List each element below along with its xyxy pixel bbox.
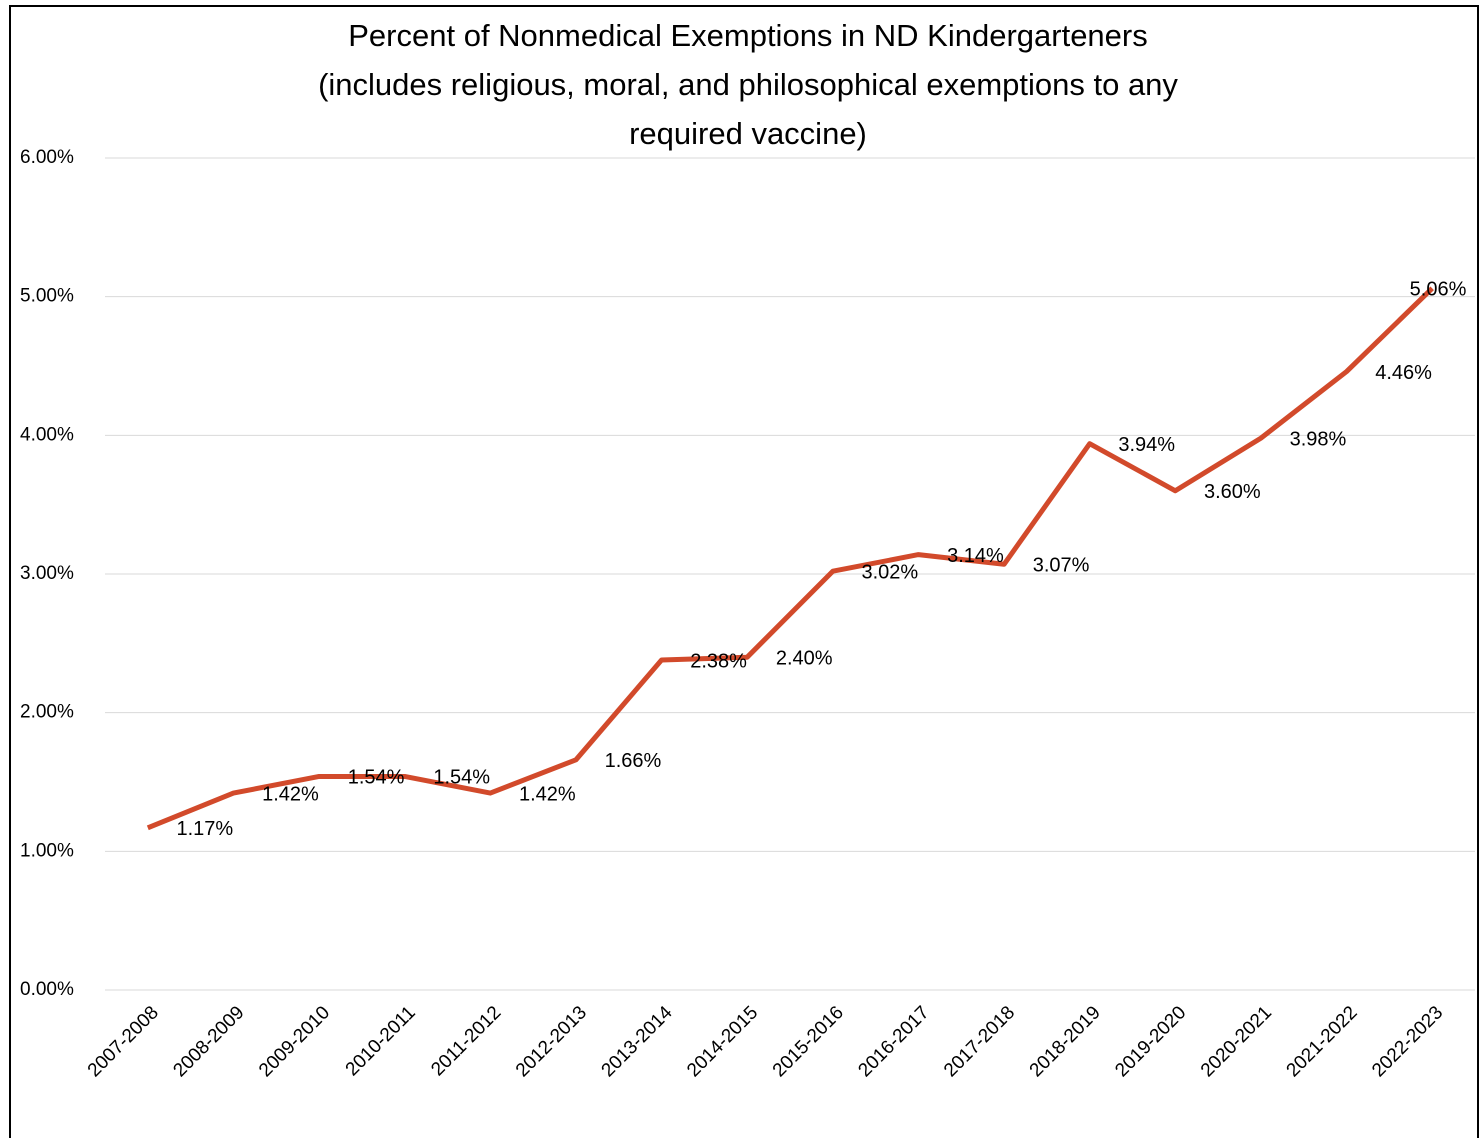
data-label: 3.02% (861, 562, 918, 584)
y-tick-label: 1.00% (20, 840, 74, 861)
series-line (146, 286, 1434, 831)
x-tick-label: 2008-2009 (169, 1002, 248, 1081)
title-line: (includes religious, moral, and philosop… (318, 67, 1178, 102)
data-label: 1.42% (262, 783, 319, 805)
x-tick-label: 2016-2017 (854, 1002, 933, 1081)
title-line: Percent of Nonmedical Exemptions in ND K… (348, 18, 1148, 53)
x-tick-label: 2015-2016 (769, 1002, 848, 1081)
data-label: 3.98% (1290, 428, 1347, 450)
x-tick-label: 2013-2014 (598, 1002, 677, 1081)
x-tick-label: 2011-2012 (427, 1002, 505, 1080)
data-label: 1.66% (605, 750, 662, 772)
chart-frame (9, 5, 1479, 1138)
x-tick-label: 2012-2013 (512, 1002, 591, 1081)
title-line: required vaccine) (629, 116, 867, 151)
data-label: 3.14% (947, 545, 1004, 567)
x-tick-label: 2021-2022 (1283, 1002, 1362, 1081)
x-tick-label: 2014-2015 (683, 1002, 762, 1081)
x-tick-label: 2010-2011 (342, 1002, 420, 1080)
x-tick-label: 2017-2018 (940, 1002, 1019, 1081)
y-tick-label: 2.00% (20, 702, 74, 723)
data-label: 3.94% (1118, 434, 1175, 456)
x-tick-label: 2022-2023 (1368, 1002, 1447, 1081)
chart-title: Percent of Nonmedical Exemptions in ND K… (318, 18, 1178, 151)
x-tick-label: 2007-2008 (84, 1002, 163, 1081)
y-tick-label: 3.00% (20, 563, 74, 584)
x-tick-label: 2019-2020 (1111, 1002, 1190, 1081)
data-label: 1.17% (176, 818, 233, 840)
y-tick-label: 6.00% (20, 147, 74, 168)
x-tick-label: 2018-2019 (1026, 1002, 1105, 1081)
data-label: 1.42% (519, 783, 576, 805)
data-label: 3.07% (1033, 555, 1090, 577)
data-label: 5.06% (1410, 279, 1467, 301)
y-tick-label: 5.00% (20, 286, 74, 307)
data-label: 4.46% (1375, 362, 1432, 384)
x-tick-label: 2020-2021 (1197, 1002, 1276, 1081)
y-tick-label: 0.00% (20, 979, 74, 1000)
data-label: 2.38% (690, 650, 747, 672)
data-label: 1.54% (433, 767, 490, 789)
data-label: 2.40% (776, 647, 833, 669)
data-label: 3.60% (1204, 481, 1261, 503)
x-tick-label: 2009-2010 (255, 1002, 334, 1081)
y-tick-label: 4.00% (20, 424, 74, 445)
data-label: 1.54% (348, 767, 405, 789)
